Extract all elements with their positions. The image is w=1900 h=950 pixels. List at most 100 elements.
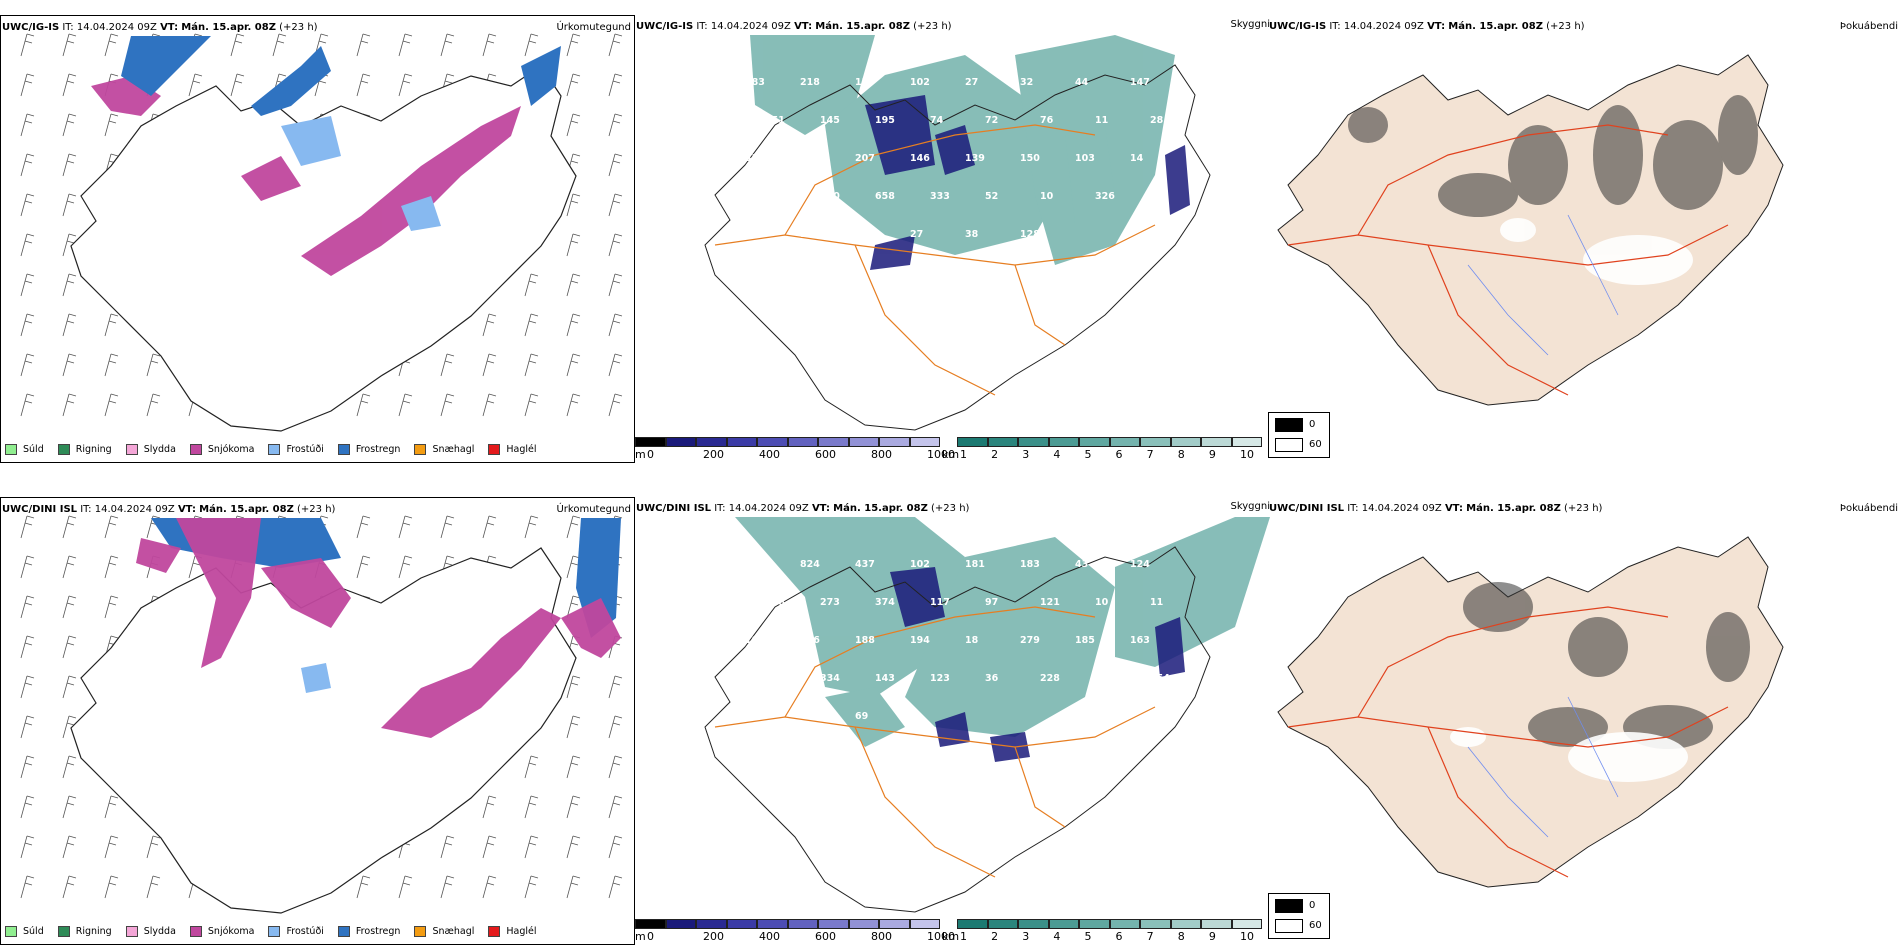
cloud-base-value: 123 (930, 673, 950, 684)
colorbar-segment (1201, 919, 1232, 929)
panel-title-cloud-top: Skyggni (1230, 19, 1270, 30)
visibility-unit: km (942, 448, 960, 461)
cloud-base-value: 124 (1130, 559, 1150, 570)
legend-label: Frostregn (355, 444, 401, 455)
cloud-base-value: 283 (745, 77, 765, 88)
cloud-base-value: 38 (965, 229, 979, 240)
panel-title-precip-top: Úrkomutegund (556, 22, 631, 33)
colorbar-tick: 0 (647, 448, 654, 461)
colorbar-tick: 0 (647, 930, 654, 943)
colorbar-segment (1048, 919, 1079, 929)
legend-swatch (488, 444, 501, 455)
wind-barb (20, 73, 35, 97)
cloud-map-bottom: 364 824 437 102 181 183 43 124 168 273 374 117 97 121… (704, 517, 1270, 913)
colorbar-tick: 6 (1115, 448, 1123, 461)
colorbar-segment (1170, 919, 1201, 929)
colorbar-tick: 200 (703, 448, 724, 461)
colorbar-segment (696, 919, 727, 929)
wind-barb (482, 33, 497, 57)
wind-barb (20, 515, 35, 539)
legend-item: Snjókoma (189, 926, 254, 937)
wind-barb (20, 715, 35, 739)
cloud-base-value: 181 (965, 559, 985, 570)
cloud-base-value: 143 (875, 673, 895, 684)
legend-item: Rigning (57, 444, 112, 455)
wind-barb (608, 273, 623, 297)
precip-map-top (20, 33, 623, 432)
cloud-base-value: 30 (745, 229, 759, 240)
legend-label: Haglél (506, 926, 537, 937)
wind-barb (104, 795, 119, 819)
visibility-unit: km (942, 930, 960, 943)
cloud-base-value: 116 (800, 635, 820, 646)
wind-barb (566, 193, 581, 217)
header-top-fog: UWC/IG-IS IT: 14.04.2024 09Z VT: Mán. 15… (1269, 21, 1585, 32)
header-top-cloud: UWC/IG-IS IT: 14.04.2024 09Z VT: Mán. 15… (636, 21, 952, 32)
wind-barb (356, 393, 371, 417)
wind-barb (398, 33, 413, 57)
wind-barb (608, 755, 623, 779)
colorbar-tick: 6 (1115, 930, 1123, 943)
wind-barb (62, 273, 77, 297)
visibility-colorbar-bottom (957, 919, 1262, 929)
colorbar-tick: 8 (1177, 930, 1185, 943)
fog-swatch-60 (1275, 438, 1303, 452)
colorbar-segment (757, 437, 788, 447)
freezing-drizzle-areas (281, 116, 441, 231)
legend-item: Súld (5, 444, 44, 455)
freezing-drizzle-areas (301, 663, 331, 693)
cloud-base-value: 194 (910, 635, 930, 646)
wind-barb (230, 33, 245, 57)
freezing-rain-areas (121, 36, 561, 116)
wind-barb (20, 193, 35, 217)
legend-item: Haglél (488, 444, 537, 455)
panel-title-precip-bottom: Úrkomutegund (556, 504, 631, 515)
cloud-base-value: 279 (1020, 635, 1040, 646)
colorbar-segment (848, 919, 879, 929)
colorbar-tick: 9 (1208, 930, 1216, 943)
wind-barb (524, 875, 539, 899)
snow-areas (91, 76, 521, 276)
cloud-base-value: 69 (855, 711, 868, 722)
fog-swatch-0 (1275, 899, 1303, 913)
cloud-base-value: 72 (985, 115, 998, 126)
cloud-base-value: 128 (1020, 229, 1040, 240)
legend-item: Frostúði (268, 926, 324, 937)
cloud-base-value: 218 (800, 77, 820, 88)
cloud-base-value: 658 (875, 191, 895, 202)
fog-panel-bottom: UWC/DINI ISL IT: 14.04.2024 09Z VT: Mán.… (1268, 497, 1900, 892)
wind-barb (482, 353, 497, 377)
colorbar-tick: 3 (1022, 930, 1030, 943)
fog-panel-top: UWC/IG-IS IT: 14.04.2024 09Z VT: Mán. 15… (1268, 15, 1900, 410)
colorbar-segment (1018, 437, 1049, 447)
iceland-land (1277, 536, 1784, 888)
colorbar-tick: 7 (1146, 448, 1154, 461)
legend-label: Haglél (506, 444, 537, 455)
cloud-base-ticks: 0 200 400 600 800 1000 (647, 930, 955, 944)
wind-barb (524, 273, 539, 297)
cloud-base-value: 97 (985, 597, 998, 608)
wind-barb (608, 313, 623, 337)
visibility-ticks: 1 2 3 4 5 6 7 8 9 10 (960, 930, 1260, 944)
colorbar-segment (665, 437, 696, 447)
wind-barb (524, 353, 539, 377)
cloud-base-value: 27 (965, 77, 978, 88)
wind-barb (62, 515, 77, 539)
visibility-shading (735, 517, 1270, 747)
wind-barb (608, 353, 623, 377)
cloud-base-value: 10 (1095, 597, 1109, 608)
cloud-base-value: 32 (1020, 77, 1033, 88)
wind-barb (104, 875, 119, 899)
wind-barb (62, 353, 77, 377)
wind-barb (398, 515, 413, 539)
legend-swatch (5, 444, 17, 455)
wind-barb (524, 755, 539, 779)
wind-barb (104, 353, 119, 377)
wind-barb (104, 393, 119, 417)
legend-label: Frostúði (286, 444, 324, 455)
colorbar-segment (726, 919, 757, 929)
fog-legend-bottom: 0 60 (1268, 893, 1330, 939)
legend-swatch (268, 444, 281, 455)
wind-barb (62, 795, 77, 819)
cloud-base-value: 103 (1075, 153, 1095, 164)
